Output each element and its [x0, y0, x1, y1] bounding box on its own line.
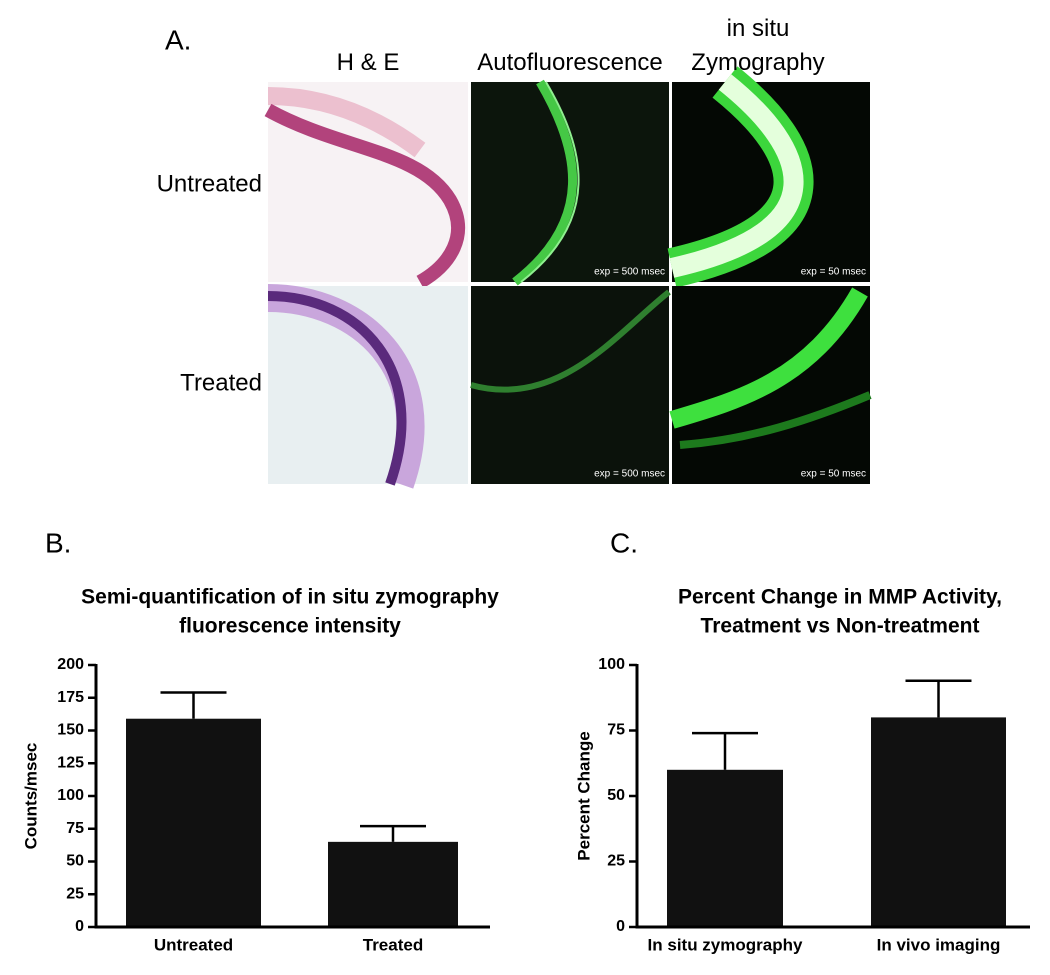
chart-title: fluorescence intensity — [179, 615, 401, 638]
x-tick-label: In situ zymography — [648, 935, 803, 954]
y-tick-label: 0 — [75, 918, 84, 935]
chart-title: Percent Change in MMP Activity, — [678, 586, 1002, 609]
panel-label: A. — [165, 24, 191, 55]
y-tick-label: 50 — [66, 853, 84, 870]
y-tick-label: 25 — [66, 885, 84, 902]
y-tick-label: 100 — [598, 656, 625, 673]
y-tick-label: 75 — [607, 722, 625, 739]
y-tick-label: 175 — [57, 689, 84, 706]
tissue — [669, 287, 868, 429]
tissue — [267, 87, 426, 158]
tissue — [470, 289, 671, 393]
panel-label: C. — [610, 527, 638, 558]
x-tick-label: Treated — [363, 935, 423, 954]
bar — [871, 717, 1006, 927]
x-tick-label: In vivo imaging — [877, 935, 1001, 954]
tissue — [520, 81, 580, 283]
bar — [667, 769, 783, 927]
tissue — [264, 103, 466, 289]
column-header: Autofluorescence — [477, 49, 663, 76]
y-tick-label: 100 — [57, 787, 84, 804]
y-tick-label: 0 — [616, 918, 625, 935]
exposure-label: exp = 50 msec — [801, 267, 866, 278]
y-tick-label: 50 — [607, 787, 625, 804]
y-axis-label: Counts/msec — [21, 743, 40, 850]
exposure-label: exp = 500 msec — [594, 267, 665, 278]
tissue — [512, 79, 577, 286]
tissue — [679, 391, 872, 449]
exposure-label: exp = 50 msec — [801, 469, 866, 480]
y-tick-label: 125 — [57, 754, 84, 771]
tissue — [669, 74, 804, 278]
panel-label: B. — [45, 527, 71, 558]
bar — [328, 841, 458, 927]
exposure-label: exp = 500 msec — [594, 469, 665, 480]
row-label: Untreated — [157, 170, 262, 197]
y-axis-label: Percent Change — [574, 731, 593, 860]
y-tick-label: 200 — [57, 656, 84, 673]
row-label: Treated — [180, 369, 262, 396]
x-tick-label: Untreated — [154, 935, 233, 954]
column-header: in situ Zymography — [691, 15, 825, 76]
y-tick-label: 25 — [607, 853, 625, 870]
bar — [126, 718, 261, 927]
column-header: H & E — [336, 49, 400, 76]
chart-title: Semi-quantification of in situ zymograph… — [81, 586, 499, 609]
tissue — [267, 291, 407, 486]
chart-title: Treatment vs Non-treatment — [701, 615, 980, 638]
y-tick-label: 75 — [66, 820, 84, 837]
y-tick-label: 150 — [57, 722, 84, 739]
